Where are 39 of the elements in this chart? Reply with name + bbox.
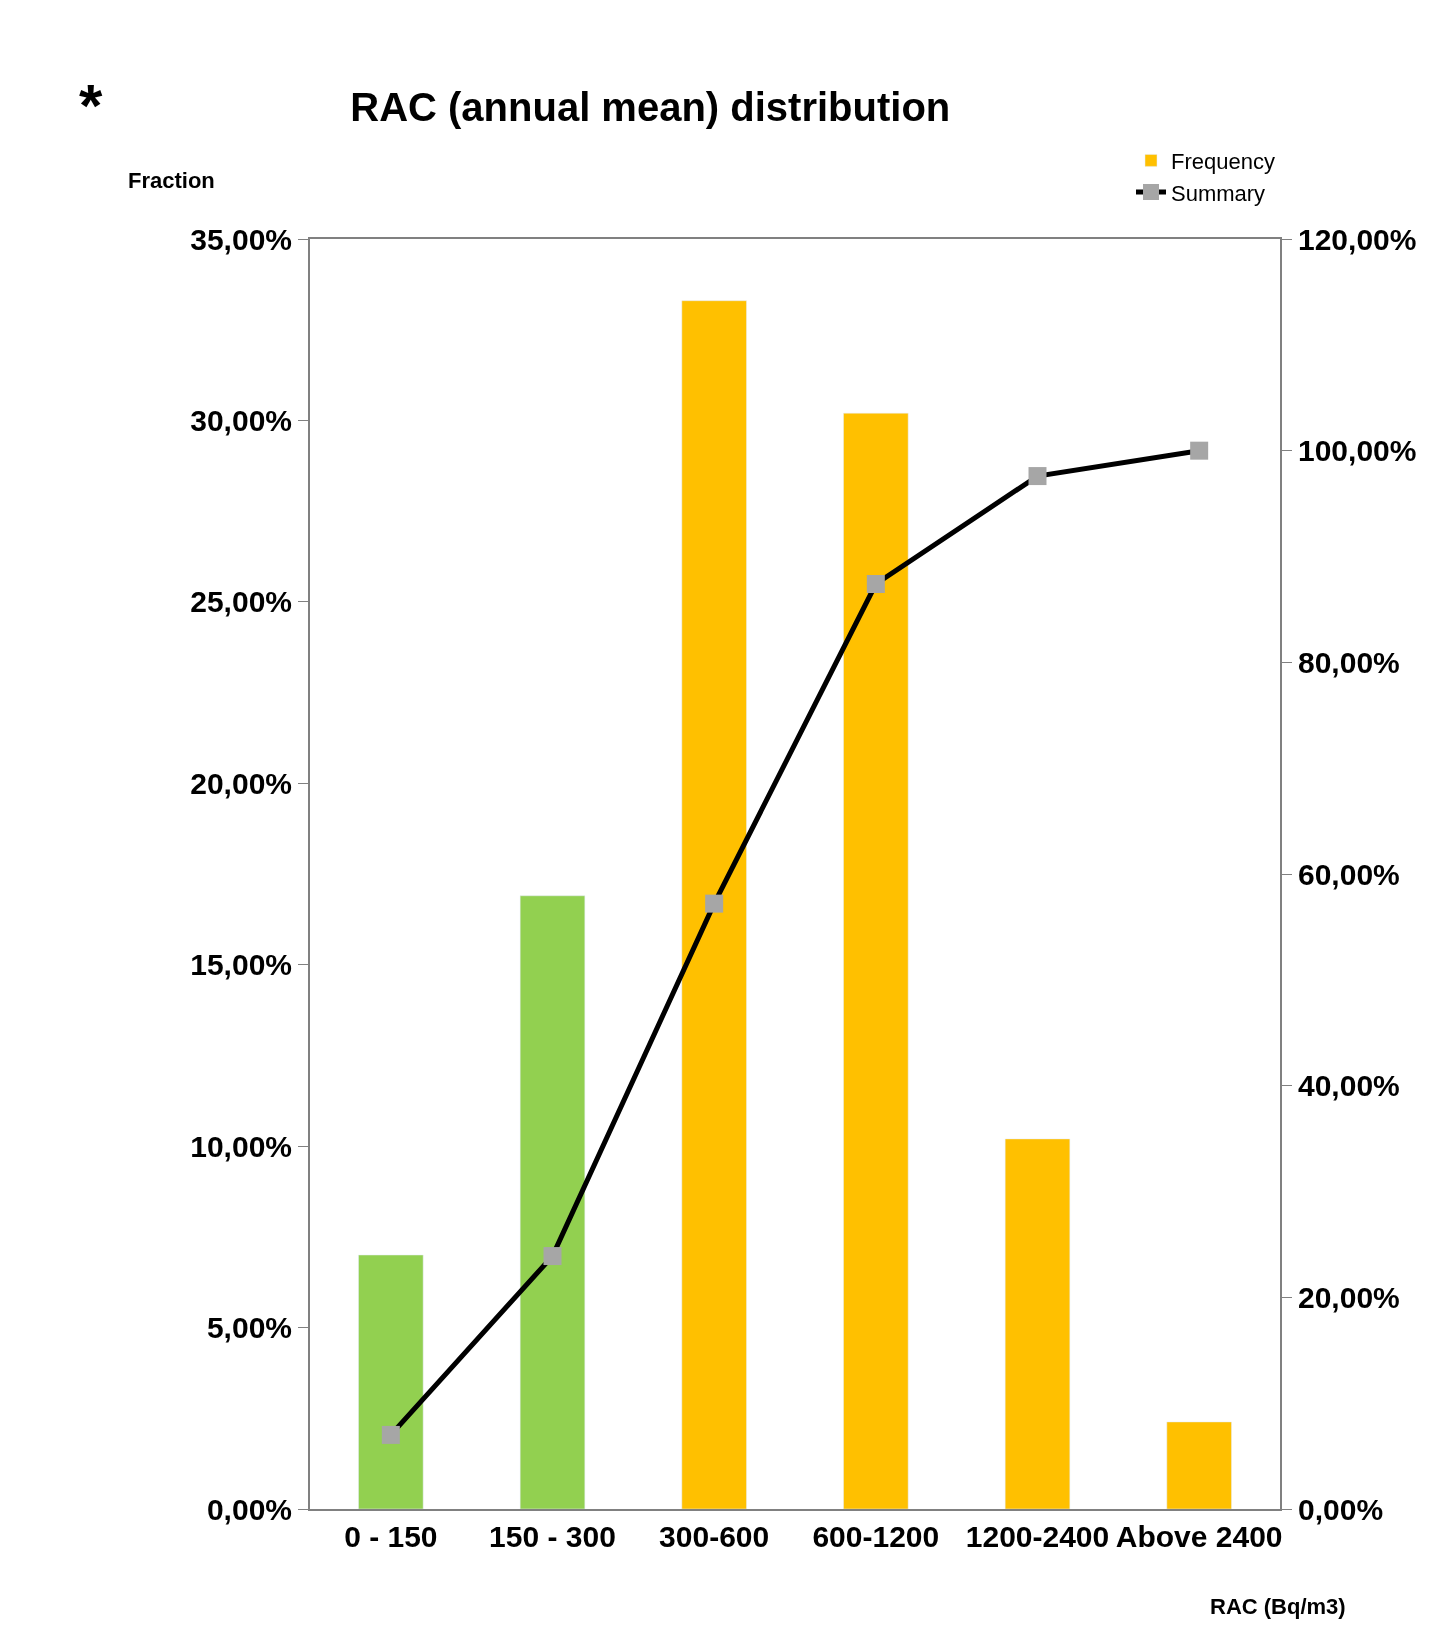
y2-tick-label: 80,00% — [1298, 645, 1400, 679]
y2-tick-label: 20,00% — [1298, 1280, 1400, 1314]
bar — [1166, 1421, 1232, 1509]
y2-tick-label: 120,00% — [1298, 222, 1417, 256]
y-tick-label: 35,00% — [190, 222, 292, 256]
y2-tick-label: 60,00% — [1298, 857, 1400, 891]
y2-tick-label: 100,00% — [1298, 434, 1417, 468]
y-tick-label: 25,00% — [190, 585, 292, 619]
x-tick-label: 1200-2400 — [965, 1520, 1110, 1553]
point — [1190, 441, 1209, 460]
point — [381, 1425, 400, 1444]
point — [705, 894, 724, 913]
y2-tick-label: 0,00% — [1298, 1492, 1384, 1526]
text: * — [79, 72, 103, 139]
x-tick-label: 150 - 300 — [489, 1520, 616, 1553]
bar — [681, 300, 747, 1509]
legend-label: Frequency — [1171, 148, 1275, 174]
bar — [843, 412, 909, 1509]
chart-title: RAC (annual mean) distribution — [350, 84, 951, 129]
y-tick-label: 0,00% — [206, 1492, 292, 1526]
y-axis-title: Fraction — [128, 168, 215, 193]
x-tick-label: 0 - 150 — [344, 1520, 438, 1553]
y-tick-label: 10,00% — [190, 1129, 292, 1163]
x-axis-title: RAC (Bq/m3) — [1210, 1594, 1346, 1619]
x-tick-label: 300-600 — [659, 1520, 770, 1553]
y-tick-label: 20,00% — [190, 766, 292, 800]
y2-tick-label: 40,00% — [1298, 1069, 1400, 1103]
y-tick-label: 30,00% — [190, 403, 292, 437]
legend-label: Summary — [1171, 180, 1266, 206]
x-tick-label: Above 2400 — [1115, 1520, 1283, 1553]
y-tick-label: 15,00% — [190, 948, 292, 982]
bar — [519, 895, 586, 1509]
point — [866, 575, 885, 594]
bar — [358, 1254, 424, 1509]
x-tick-label: 600-1200 — [812, 1520, 940, 1553]
bar — [1004, 1138, 1071, 1509]
point — [543, 1247, 562, 1266]
y-tick-label: 5,00% — [206, 1311, 292, 1345]
point — [1028, 467, 1047, 486]
